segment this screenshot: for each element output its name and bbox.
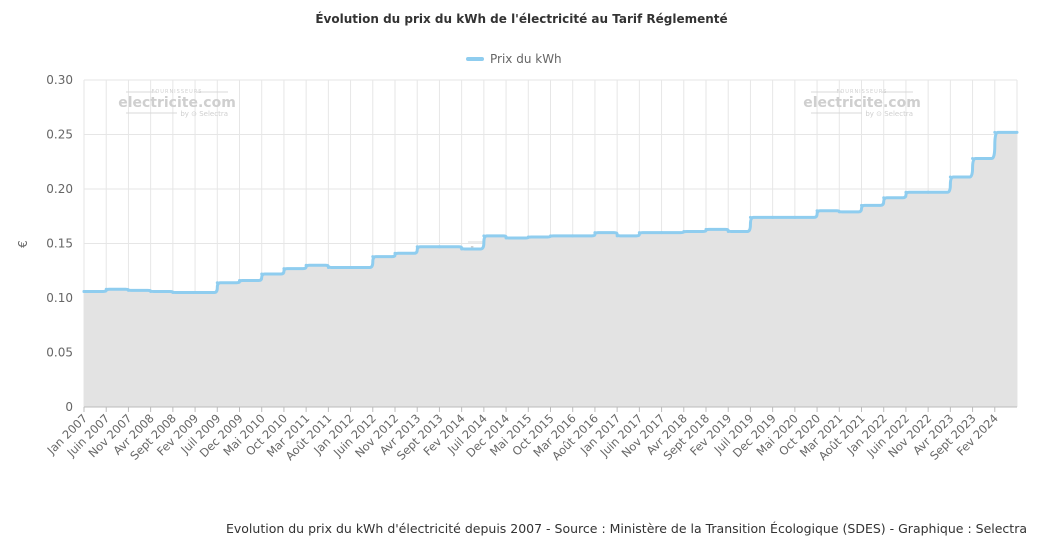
data-point[interactable] — [304, 263, 308, 267]
data-point[interactable] — [393, 251, 397, 255]
data-point[interactable] — [815, 209, 819, 213]
data-point[interactable] — [660, 231, 664, 235]
data-point[interactable] — [549, 234, 552, 238]
data-point[interactable] — [771, 215, 775, 219]
y-tick-label: 0.25 — [46, 128, 73, 142]
data-point[interactable] — [104, 287, 108, 291]
data-point[interactable] — [682, 230, 686, 234]
y-tick-label: 0.15 — [46, 237, 73, 251]
chart-caption: Evolution du prix du kWh d'électricité d… — [225, 521, 1027, 536]
data-point[interactable] — [371, 255, 375, 259]
data-point[interactable] — [215, 281, 219, 285]
y-axis-ticks: 0.30 0.25 0.20 0.15 0.10 0.05 0 — [46, 73, 73, 414]
data-point[interactable] — [282, 267, 286, 271]
y-axis-label: € — [16, 240, 30, 248]
data-point[interactable] — [171, 291, 175, 295]
data-point[interactable] — [748, 215, 752, 219]
data-point[interactable] — [704, 227, 708, 231]
watermark-small-text: FOURNISSEURS — [152, 89, 203, 95]
data-point[interactable] — [615, 234, 619, 238]
data-point[interactable] — [571, 234, 575, 238]
data-point[interactable] — [593, 231, 597, 235]
data-point[interactable] — [726, 230, 730, 234]
y-tick-label: 0 — [65, 400, 73, 414]
data-point[interactable] — [793, 215, 797, 219]
legend-item[interactable]: Prix du kWh — [466, 52, 562, 66]
data-point[interactable] — [882, 196, 886, 200]
data-point[interactable] — [993, 130, 997, 134]
data-point[interactable] — [193, 291, 197, 295]
data-point[interactable] — [860, 203, 863, 207]
data-point[interactable] — [260, 272, 264, 276]
data-point[interactable] — [504, 236, 508, 240]
data-point[interactable] — [126, 288, 130, 292]
data-point[interactable] — [904, 190, 908, 194]
y-tick-label: 0.30 — [46, 73, 73, 87]
watermark-small-text: FOURNISSEURS — [837, 89, 888, 95]
watermark-sub-text: by ⊙ Selectra — [180, 110, 228, 118]
data-point[interactable] — [326, 265, 330, 269]
watermark-main-text: electricite.com — [803, 95, 921, 111]
data-point[interactable] — [948, 175, 952, 179]
legend-line-icon — [466, 57, 484, 61]
y-tick-label: 0.10 — [46, 291, 73, 305]
area-fill — [84, 132, 1017, 407]
data-point[interactable] — [437, 245, 441, 249]
series-group — [82, 130, 1019, 408]
data-point[interactable] — [926, 190, 930, 194]
legend-label: Prix du kWh — [490, 52, 562, 66]
data-point[interactable] — [837, 210, 841, 214]
data-point[interactable] — [415, 245, 419, 249]
data-point[interactable] — [460, 247, 464, 251]
y-tick-label: 0.05 — [46, 346, 73, 360]
watermark-main-text: electricite.com — [118, 95, 236, 111]
data-point[interactable] — [238, 279, 241, 283]
watermark-sub-text: by ⊙ Selectra — [865, 110, 913, 118]
data-point[interactable] — [637, 231, 641, 235]
data-point[interactable] — [82, 289, 86, 293]
chart-title: Évolution du prix du kWh de l'électricit… — [315, 12, 728, 26]
data-point[interactable] — [149, 289, 153, 293]
data-point[interactable] — [482, 234, 486, 238]
data-point[interactable] — [349, 265, 353, 269]
data-point[interactable] — [971, 156, 975, 160]
data-point[interactable] — [526, 235, 530, 239]
y-tick-label: 0.20 — [46, 182, 73, 196]
